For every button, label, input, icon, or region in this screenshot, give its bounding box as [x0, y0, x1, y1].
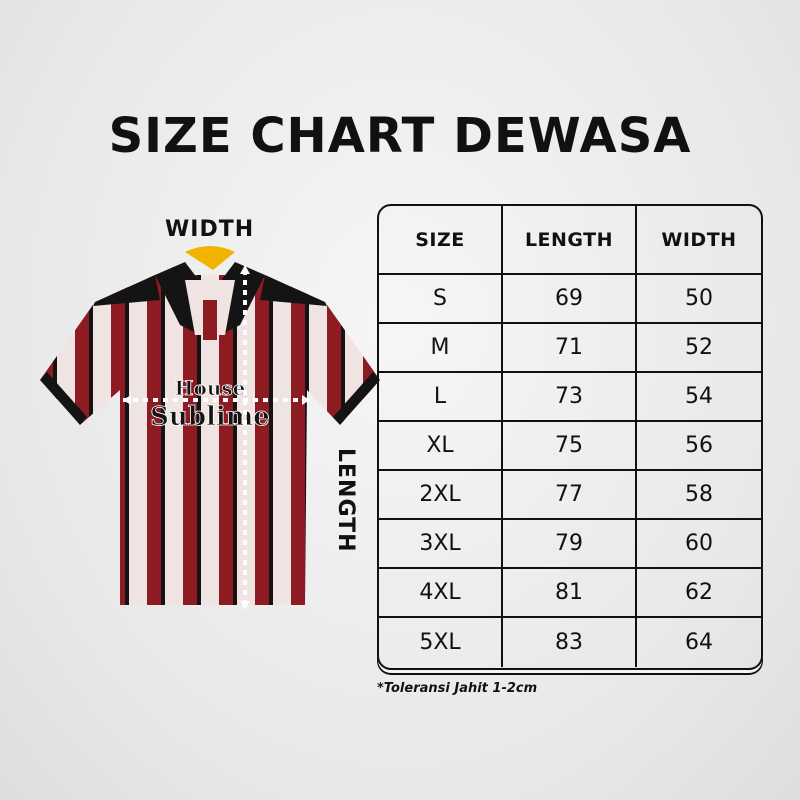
cell-width: 54 [685, 384, 713, 409]
cell-size: 3XL [379, 520, 503, 567]
cell-width: 52 [685, 335, 713, 360]
cell-size: XL [379, 422, 503, 469]
cell-length: 79 [503, 520, 637, 567]
cell-length: 75 [503, 422, 637, 469]
cell-length: 81 [503, 569, 637, 616]
cell-length: 77 [503, 471, 637, 518]
cell-length: 73 [503, 373, 637, 420]
table-row: M 71 52 [379, 324, 761, 373]
cell-length: 83 [503, 618, 637, 667]
cell-width: 50 [685, 286, 713, 311]
shirt-image: House Sublime [40, 246, 380, 610]
tolerance-note: *Toleransi Jahit 1-2cm [377, 681, 538, 696]
table-row: L 73 54 [379, 373, 761, 422]
cell-size: 4XL [379, 569, 503, 616]
table-row: 2XL 77 58 [379, 471, 761, 520]
size-table: SIZE LENGTH WIDTH S 69 50 M 71 52 L 73 54 XL 75 56 2… [377, 204, 763, 670]
width-label: WIDTH [165, 217, 255, 242]
table-row: 3XL 79 60 [379, 520, 761, 569]
cell-size: L [379, 373, 503, 420]
cell-width: 56 [685, 433, 713, 458]
cell-width: 64 [685, 630, 713, 655]
cell-width: 58 [685, 482, 713, 507]
cell-size: 5XL [379, 618, 503, 667]
table-row: 4XL 81 62 [379, 569, 761, 618]
header-size: SIZE [379, 206, 503, 273]
cell-width: 62 [685, 580, 713, 605]
header-width: WIDTH [661, 228, 737, 251]
cell-size: M [379, 324, 503, 371]
table-row: XL 75 56 [379, 422, 761, 471]
cell-length: 71 [503, 324, 637, 371]
svg-text:Sublime: Sublime [150, 402, 270, 432]
page-title: SIZE CHART DEWASA [108, 108, 692, 164]
cell-width: 60 [685, 531, 713, 556]
cell-size: S [379, 275, 503, 322]
svg-text:House: House [175, 376, 246, 400]
table-header: SIZE LENGTH WIDTH [379, 206, 761, 275]
cell-length: 69 [503, 275, 637, 322]
hanger-icon [185, 246, 235, 270]
header-length: LENGTH [503, 206, 637, 273]
table-row: 5XL 83 64 [379, 618, 761, 667]
table-row: S 69 50 [379, 275, 761, 324]
cell-size: 2XL [379, 471, 503, 518]
